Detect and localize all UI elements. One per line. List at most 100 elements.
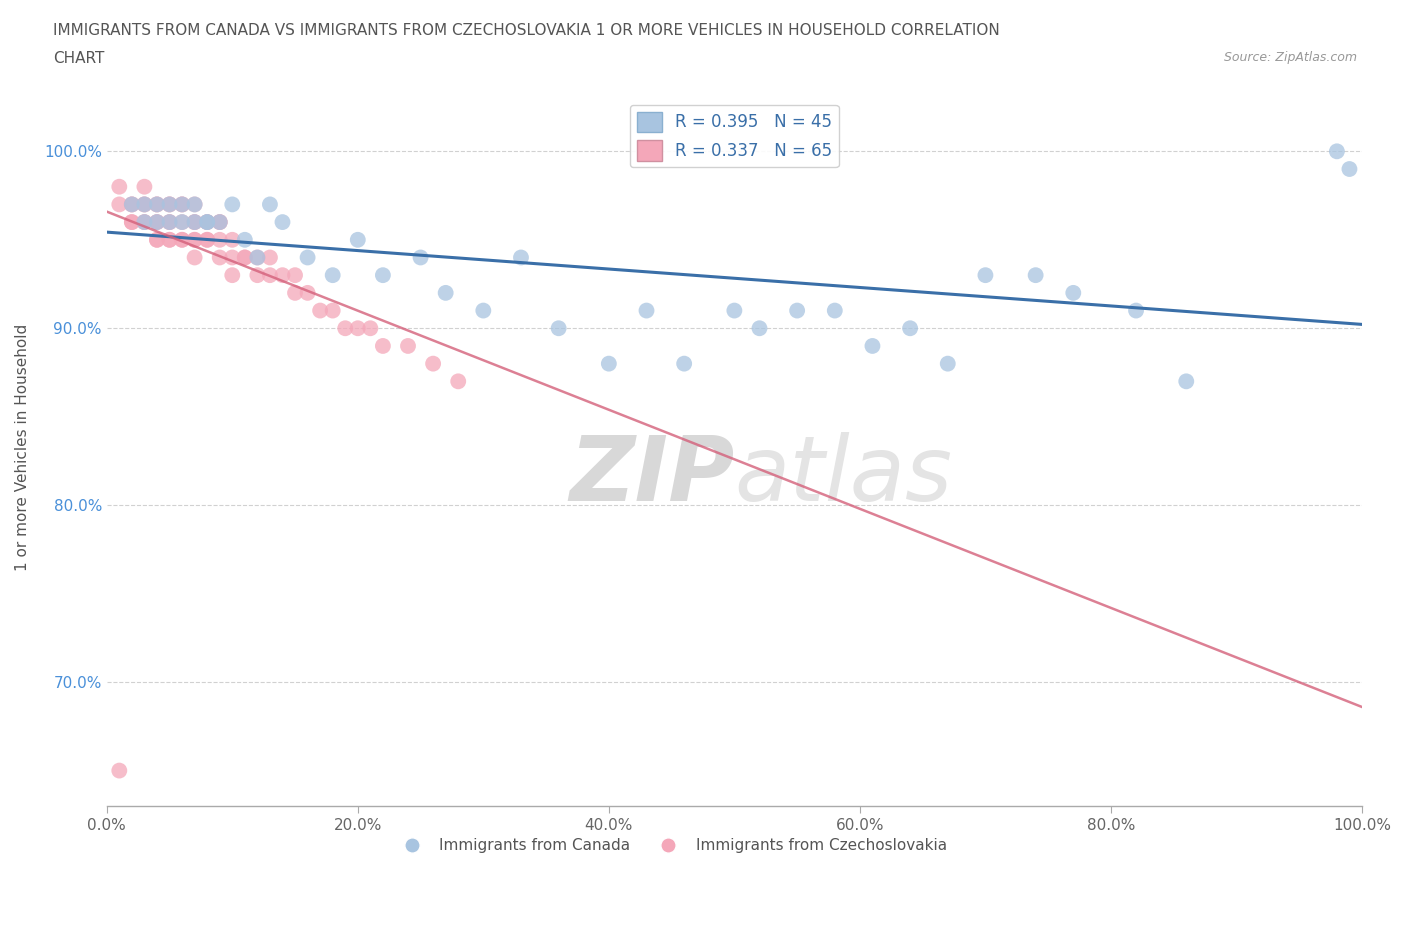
Point (159, 232, 181, 247)
Point (159, 197, 181, 212)
Point (422, 356, 444, 371)
Point (1125, 303, 1147, 318)
Point (208, 215, 231, 230)
Point (170, 197, 193, 212)
Point (159, 232, 181, 247)
Point (510, 250, 533, 265)
Point (723, 303, 745, 318)
Point (208, 232, 231, 247)
Point (134, 215, 156, 230)
Point (1326, 144, 1348, 159)
Point (108, 179, 131, 194)
Point (134, 197, 156, 212)
Text: ZIP: ZIP (569, 432, 734, 521)
Text: Source: ZipAtlas.com: Source: ZipAtlas.com (1223, 51, 1357, 64)
Point (409, 250, 432, 265)
Point (824, 303, 846, 318)
Point (246, 268, 269, 283)
Point (121, 197, 143, 212)
Point (121, 197, 143, 212)
Point (170, 215, 193, 230)
Point (297, 286, 319, 300)
Point (259, 197, 281, 212)
Point (221, 268, 243, 283)
Point (170, 215, 193, 230)
Point (121, 215, 143, 230)
Point (159, 197, 181, 212)
Point (208, 215, 231, 230)
Point (146, 232, 169, 247)
Point (233, 232, 256, 247)
Point (598, 356, 620, 371)
Point (108, 764, 131, 778)
Point (246, 250, 269, 265)
Point (1339, 162, 1361, 177)
Point (195, 215, 218, 230)
Point (636, 303, 658, 318)
Point (233, 250, 256, 265)
Point (297, 250, 319, 265)
Point (447, 374, 470, 389)
Text: CHART: CHART (53, 51, 105, 66)
Text: atlas: atlas (734, 432, 952, 521)
Point (183, 197, 205, 212)
Point (134, 197, 156, 212)
Point (359, 321, 381, 336)
Point (183, 197, 205, 212)
Point (146, 232, 169, 247)
Point (183, 215, 205, 230)
Point (195, 232, 218, 247)
Point (396, 339, 419, 353)
Point (195, 215, 218, 230)
Point (974, 268, 997, 283)
Point (121, 197, 143, 212)
Point (159, 215, 181, 230)
Point (322, 268, 344, 283)
Point (271, 215, 294, 230)
Point (159, 215, 181, 230)
Point (547, 321, 569, 336)
Point (221, 250, 243, 265)
Point (146, 197, 169, 212)
Point (862, 339, 884, 353)
Point (246, 250, 269, 265)
Point (170, 197, 193, 212)
Point (170, 197, 193, 212)
Point (208, 215, 231, 230)
Point (146, 215, 169, 230)
Point (183, 215, 205, 230)
Text: IMMIGRANTS FROM CANADA VS IMMIGRANTS FROM CZECHOSLOVAKIA 1 OR MORE VEHICLES IN H: IMMIGRANTS FROM CANADA VS IMMIGRANTS FRO… (53, 23, 1000, 38)
Point (134, 197, 156, 212)
Point (221, 197, 243, 212)
Point (271, 268, 294, 283)
Y-axis label: 1 or more Vehicles in Household: 1 or more Vehicles in Household (15, 324, 30, 571)
Point (195, 215, 218, 230)
Point (309, 303, 332, 318)
Point (146, 197, 169, 212)
Point (748, 321, 770, 336)
Point (1025, 268, 1047, 283)
Point (195, 215, 218, 230)
Point (134, 215, 156, 230)
Point (284, 268, 307, 283)
Point (673, 356, 696, 371)
Point (108, 197, 131, 212)
Point (322, 303, 344, 318)
Point (786, 303, 808, 318)
Point (183, 232, 205, 247)
Point (434, 286, 457, 300)
Point (183, 250, 205, 265)
Point (146, 215, 169, 230)
Point (1175, 374, 1198, 389)
Point (346, 232, 368, 247)
Point (346, 321, 368, 336)
Legend: Immigrants from Canada, Immigrants from Czechoslovakia: Immigrants from Canada, Immigrants from … (389, 832, 953, 859)
Point (335, 321, 357, 336)
Point (1062, 286, 1084, 300)
Point (146, 215, 169, 230)
Point (472, 303, 495, 318)
Point (233, 250, 256, 265)
Point (159, 215, 181, 230)
Point (259, 268, 281, 283)
Point (170, 232, 193, 247)
